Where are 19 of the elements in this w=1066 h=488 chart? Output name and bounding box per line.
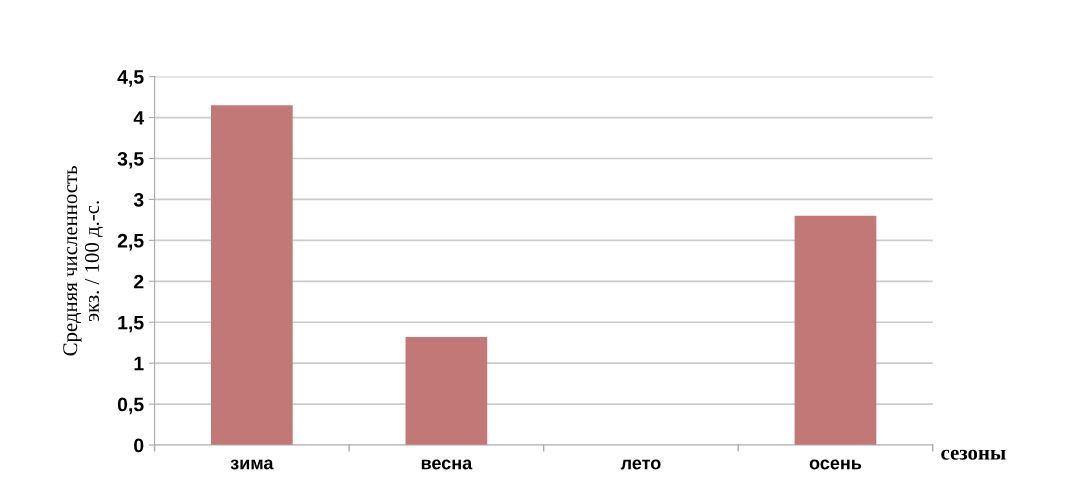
bar: [210, 105, 293, 446]
y-tick-label: 3,5: [117, 151, 144, 169]
x-tick-label: весна: [421, 459, 473, 470]
x-tick-label: лето: [620, 459, 661, 470]
y-tick-label: 0: [134, 438, 144, 453]
y-tick-label: 0,5: [117, 397, 144, 415]
bar: [794, 215, 877, 446]
y-tick-label: 4: [133, 111, 145, 125]
bar: [405, 336, 488, 446]
y-tick-label: 3: [133, 192, 144, 207]
y-tick-label: 1,5: [118, 315, 144, 333]
x-axis-title: сезоны: [941, 449, 1006, 460]
y-tick-label: 4,5: [117, 70, 144, 87]
y-tick-label: 1: [134, 356, 144, 371]
y-tick-label: 2,5: [117, 233, 144, 251]
x-tick-label: зима: [230, 459, 274, 470]
y-tick-label: 2: [134, 274, 144, 289]
x-tick-label: осень: [809, 459, 862, 470]
y-axis-title: Средняя численность экз. / 100 д.-с.: [63, 165, 103, 356]
